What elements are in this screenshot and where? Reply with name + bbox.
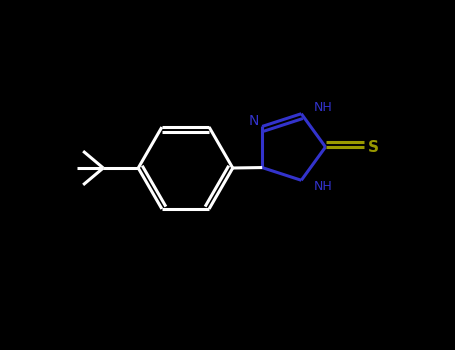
Text: NH: NH [313,101,332,114]
Text: S: S [368,140,379,154]
Text: NH: NH [313,180,332,193]
Text: N: N [248,114,258,128]
